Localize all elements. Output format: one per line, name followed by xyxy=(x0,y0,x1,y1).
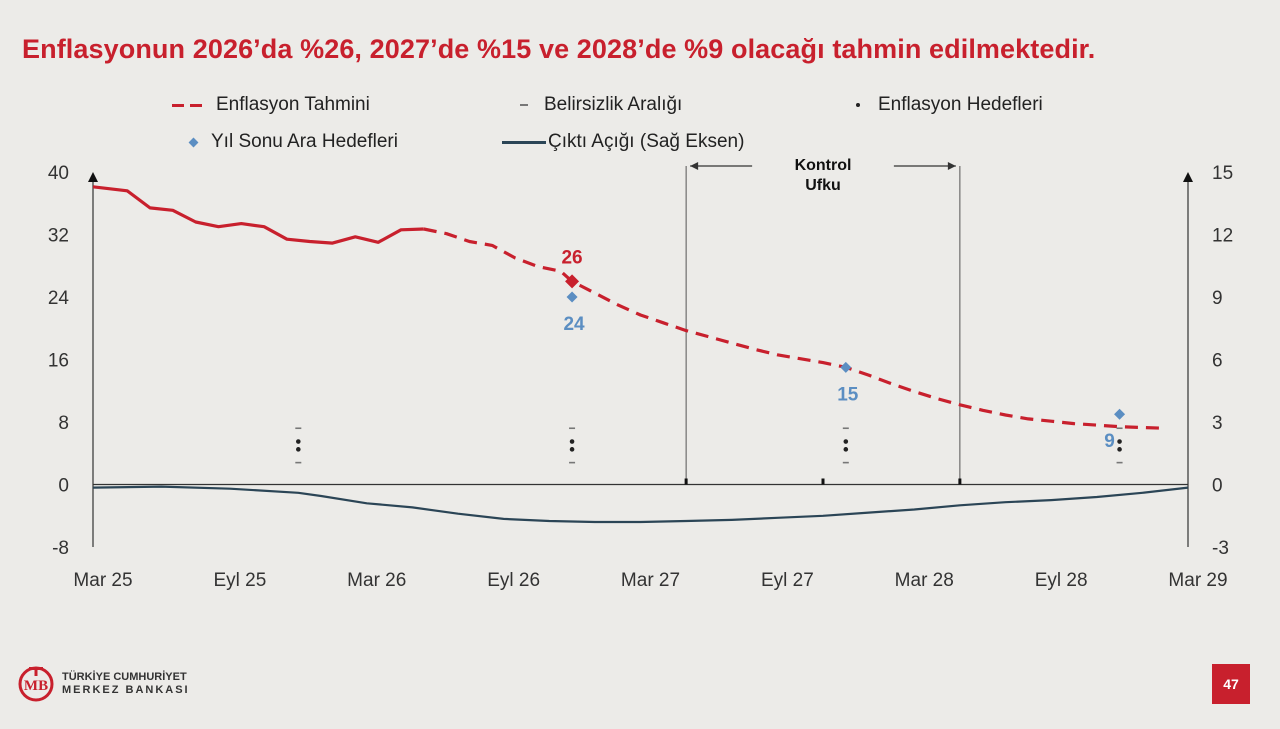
y-left-tick-label: 0 xyxy=(58,476,69,497)
interim-target-label: 24 xyxy=(563,314,585,335)
inflation-actual-line xyxy=(92,185,424,245)
inflation-target-dot xyxy=(1117,447,1122,452)
y-right-tick-label: 15 xyxy=(1212,163,1233,184)
legend-label-uncertainty: Belirsizlik Aralığı xyxy=(544,94,683,115)
x-tick-label: Mar 25 xyxy=(73,570,132,591)
forecast-point-marker xyxy=(565,274,580,289)
logo-line1: TÜRKİYE CUMHURİYET xyxy=(62,671,187,683)
page-title: Enflasyonun 2026’da %26, 2027’de %15 ve … xyxy=(22,34,1096,64)
control-horizon-arrowhead-left xyxy=(690,162,699,170)
x-tick-label: Mar 27 xyxy=(621,570,680,591)
y-right-tick-label: 0 xyxy=(1212,476,1223,497)
x-tick-label: Eyl 28 xyxy=(1035,570,1088,591)
svg-text:MB: MB xyxy=(24,678,48,694)
tcmb-emblem-icon: MB xyxy=(18,666,54,702)
x-tick-label: Mar 26 xyxy=(347,570,406,591)
right-axis-arrow xyxy=(1183,172,1193,182)
forecast-data-label: 26 xyxy=(561,247,582,268)
x-tick-label: Eyl 26 xyxy=(487,570,540,591)
y-right-tick-label: 9 xyxy=(1212,288,1223,309)
interim-target-marker xyxy=(840,361,852,373)
legend-item-output-gap: Çıktı Açığı (Sağ Eksen) xyxy=(502,131,744,153)
inflation-target-dot xyxy=(569,439,575,444)
output-gap-line xyxy=(92,485,1189,524)
control-horizon-label: Ufku xyxy=(805,177,841,194)
dashed-line-swatch xyxy=(172,103,208,107)
y-right-tick-label: 6 xyxy=(1212,351,1223,372)
y-right-tick-label: 3 xyxy=(1212,413,1223,434)
legend-label-output-gap: Çıktı Açığı (Sağ Eksen) xyxy=(548,131,745,152)
uncertainty-swatch xyxy=(520,104,528,106)
y-left-tick-label: 40 xyxy=(48,163,69,184)
x-tick-label: Eyl 27 xyxy=(761,570,814,591)
inflation-target-dot xyxy=(569,447,575,452)
inflation-target-dot xyxy=(1117,439,1122,444)
legend-item-forecast: Enflasyon Tahmini xyxy=(172,94,370,116)
legend-item-uncertainty: Belirsizlik Aralığı xyxy=(516,94,682,116)
inflation-target-dot xyxy=(296,447,301,452)
inflation-forecast-dashed-line xyxy=(423,227,1166,430)
control-horizon-arrowhead-right xyxy=(947,162,956,170)
y-right-tick-label: -3 xyxy=(1212,538,1229,559)
interim-target-label: 9 xyxy=(1104,431,1115,452)
legend-label-forecast: Enflasyon Tahmini xyxy=(216,94,370,115)
left-axis-arrow xyxy=(88,172,98,182)
y-right-tick-label: 12 xyxy=(1212,226,1233,247)
inflation-target-dot xyxy=(843,439,849,444)
y-left-tick-label: 32 xyxy=(48,226,69,247)
central-bank-logo: MB TÜRKİYE CUMHURİYET MERKEZ BANKASI xyxy=(16,664,190,704)
x-tick-label: Mar 29 xyxy=(1168,570,1227,591)
y-left-tick-label: 16 xyxy=(48,351,69,372)
interim-target-marker xyxy=(1114,408,1126,420)
x-tick-label: Eyl 25 xyxy=(213,570,266,591)
y-left-tick-label: 24 xyxy=(48,288,70,309)
inflation-target-dot xyxy=(296,439,301,444)
dot-swatch xyxy=(856,103,860,107)
interim-target-label: 15 xyxy=(837,384,859,405)
page-number-badge: 47 xyxy=(1212,664,1250,704)
inflation-target-dot xyxy=(843,447,849,452)
legend-label-targets: Enflasyon Hedefleri xyxy=(878,94,1043,115)
logo-line2: MERKEZ BANKASI xyxy=(62,684,190,696)
control-horizon-label: Kontrol xyxy=(795,157,852,174)
legend-label-interim: Yıl Sonu Ara Hedefleri xyxy=(211,131,398,152)
x-tick-label: Mar 28 xyxy=(895,570,954,591)
y-left-tick-label: 8 xyxy=(58,413,69,434)
interim-target-marker xyxy=(566,291,578,303)
y-left-tick-label: -8 xyxy=(52,538,69,559)
solid-line-swatch xyxy=(502,140,546,144)
legend-item-interim: Yıl Sonu Ara Hedefleri xyxy=(184,131,398,153)
legend-item-targets: Enflasyon Hedefleri xyxy=(856,94,1043,116)
